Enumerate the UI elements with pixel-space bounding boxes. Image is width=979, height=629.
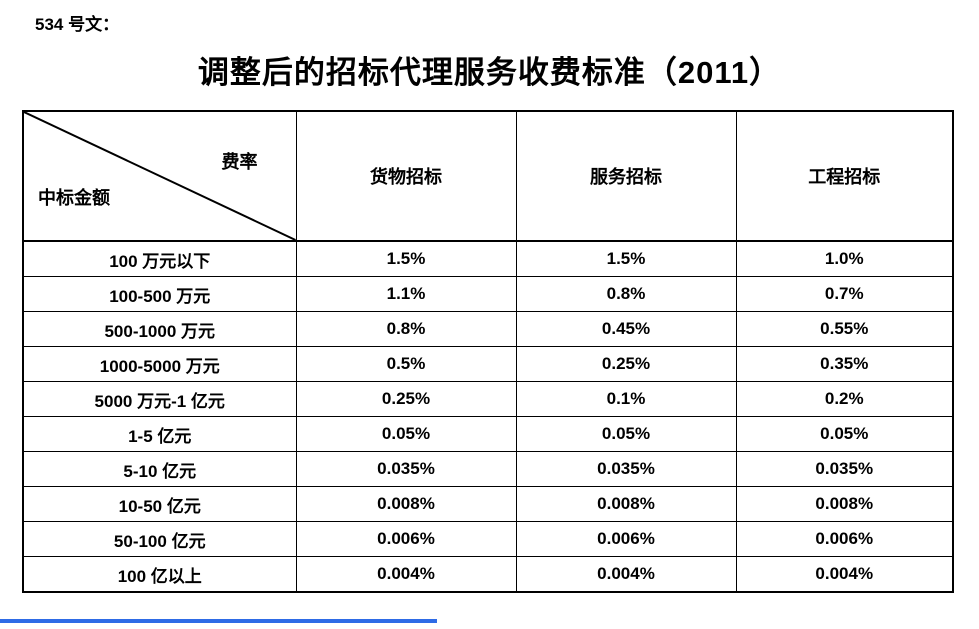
amount-range-cell: 5000 万元-1 亿元 — [22, 381, 297, 417]
rate-cell-col2: 0.05% — [515, 416, 737, 452]
header-row: 费率 中标金额 货物招标 服务招标 工程招标 — [22, 110, 954, 242]
table-row: 10-50 亿元 0.008% 0.008% 0.008% — [22, 486, 954, 522]
amount-range-cell: 1-5 亿元 — [22, 416, 297, 452]
amount-range-cell: 5-10 亿元 — [22, 451, 297, 487]
rate-cell-col1: 0.008% — [295, 486, 517, 522]
table-row: 1000-5000 万元 0.5% 0.25% 0.35% — [22, 346, 954, 382]
table-row: 100 亿以上 0.004% 0.004% 0.004% — [22, 556, 954, 593]
table-row: 50-100 亿元 0.006% 0.006% 0.006% — [22, 521, 954, 557]
rate-cell-col2: 0.25% — [515, 346, 737, 382]
rate-cell-col1: 0.035% — [295, 451, 517, 487]
rate-cell-col2: 0.008% — [515, 486, 737, 522]
column-header-3: 工程招标 — [735, 110, 954, 242]
rate-cell-col3: 0.35% — [735, 346, 954, 382]
column-header-1: 货物招标 — [295, 110, 517, 242]
amount-range-cell: 100-500 万元 — [22, 276, 297, 312]
amount-range-cell: 10-50 亿元 — [22, 486, 297, 522]
fee-table: 费率 中标金额 货物招标 服务招标 工程招标 100 万元以下 1.5% 1.5% 1.0… — [22, 110, 954, 593]
rate-cell-col1: 0.8% — [295, 311, 517, 347]
rate-cell-col1: 1.1% — [295, 276, 517, 312]
rate-cell-col3: 0.7% — [735, 276, 954, 312]
fee-table-body: 100 万元以下 1.5% 1.5% 1.0% 100-500 万元 1.1% 0.8% 0.… — [22, 240, 954, 593]
table-row: 100-500 万元 1.1% 0.8% 0.7% — [22, 276, 954, 312]
table-row: 5-10 亿元 0.035% 0.035% 0.035% — [22, 451, 954, 487]
doc-number-label: 534 号文： — [35, 15, 120, 34]
table-row: 500-1000 万元 0.8% 0.45% 0.55% — [22, 311, 954, 347]
rate-cell-col3: 0.006% — [735, 521, 954, 557]
rate-cell-col1: 0.006% — [295, 521, 517, 557]
amount-range-cell: 100 亿以上 — [22, 556, 297, 593]
rate-cell-col2: 0.035% — [515, 451, 737, 487]
corner-label-rate: 费率 — [221, 152, 258, 172]
amount-range-cell: 50-100 亿元 — [22, 521, 297, 557]
rate-cell-col1: 0.004% — [295, 556, 517, 593]
rate-cell-col2: 1.5% — [515, 240, 737, 277]
rate-cell-col1: 1.5% — [295, 240, 517, 277]
rate-cell-col3: 0.004% — [735, 556, 954, 593]
table-row: 1-5 亿元 0.05% 0.05% 0.05% — [22, 416, 954, 452]
amount-range-cell: 500-1000 万元 — [22, 311, 297, 347]
table-row: 5000 万元-1 亿元 0.25% 0.1% 0.2% — [22, 381, 954, 417]
diagonal-divider-line — [24, 112, 296, 240]
rate-cell-col3: 0.05% — [735, 416, 954, 452]
rate-cell-col3: 0.55% — [735, 311, 954, 347]
rate-cell-col3: 0.2% — [735, 381, 954, 417]
rate-cell-col3: 1.0% — [735, 240, 954, 277]
corner-header-cell: 费率 中标金额 — [22, 110, 297, 242]
rate-cell-col2: 0.1% — [515, 381, 737, 417]
rate-cell-col3: 0.008% — [735, 486, 954, 522]
bottom-accent-line — [0, 619, 437, 623]
rate-cell-col2: 0.004% — [515, 556, 737, 593]
amount-range-cell: 100 万元以下 — [22, 240, 297, 277]
rate-cell-col1: 0.5% — [295, 346, 517, 382]
page-title: 调整后的招标代理服务收费标准（2011） — [197, 55, 782, 90]
rate-cell-col2: 0.45% — [515, 311, 737, 347]
rate-cell-col2: 0.8% — [515, 276, 737, 312]
rate-cell-col1: 0.25% — [295, 381, 517, 417]
rate-cell-col1: 0.05% — [295, 416, 517, 452]
rate-cell-col3: 0.035% — [735, 451, 954, 487]
corner-label-amount: 中标金额 — [38, 188, 110, 208]
amount-range-cell: 1000-5000 万元 — [22, 346, 297, 382]
column-header-2: 服务招标 — [515, 110, 737, 242]
rate-cell-col2: 0.006% — [515, 521, 737, 557]
table-row: 100 万元以下 1.5% 1.5% 1.0% — [22, 240, 954, 277]
